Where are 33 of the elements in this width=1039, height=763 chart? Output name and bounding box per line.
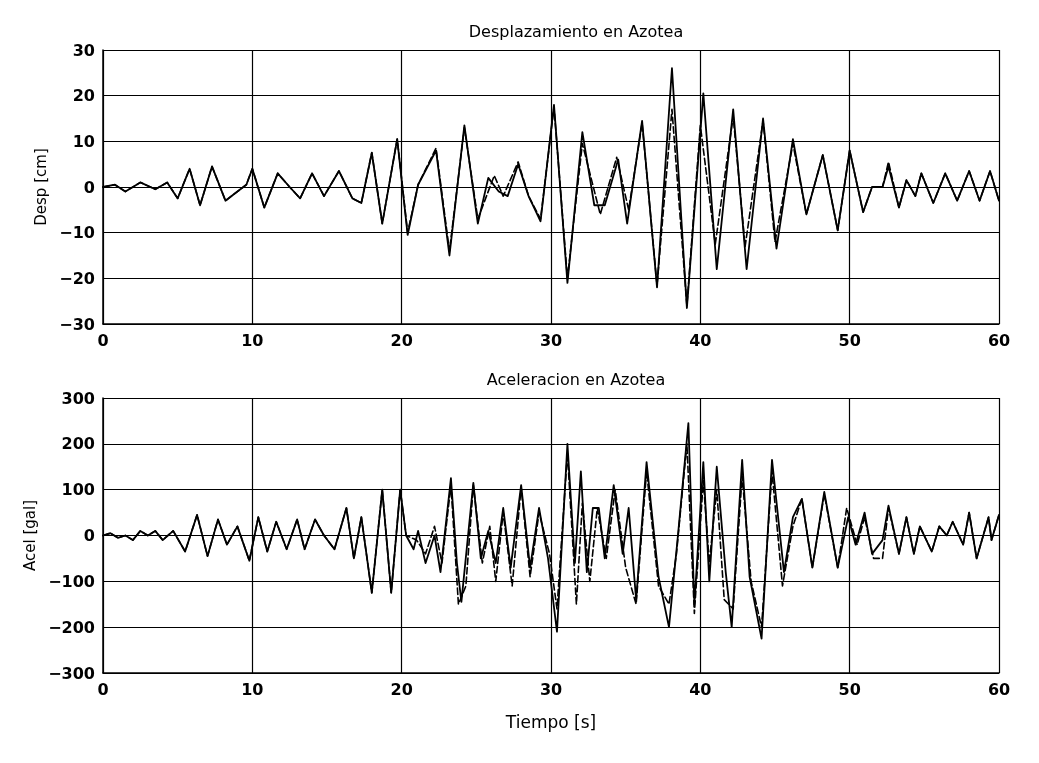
x-tick-label: 20 <box>390 330 413 350</box>
x-tick-label: 60 <box>987 679 1011 699</box>
x-tick-label: 50 <box>838 330 861 350</box>
chart-title: Desplazamiento en Azotea <box>468 21 684 41</box>
x-tick-label: 0 <box>97 330 109 350</box>
y-tick-label: −10 <box>59 223 95 243</box>
x-tick-label: 20 <box>390 679 413 699</box>
y-tick-label: −20 <box>59 268 95 288</box>
y-tick-label: 0 <box>83 177 95 197</box>
x-tick-label: 10 <box>241 679 264 699</box>
y-tick-label: −30 <box>59 314 95 334</box>
y-tick-label: 0 <box>83 526 95 545</box>
y-tick-label: 300 <box>61 388 95 408</box>
x-tick-label: 30 <box>539 679 563 699</box>
x-axis-title: Tiempo [s] <box>504 711 597 732</box>
y-axis-title: Desp [cm] <box>31 148 50 226</box>
y-tick-label: 100 <box>61 480 95 500</box>
x-tick-label: 40 <box>689 330 712 350</box>
y-tick-label: −200 <box>48 617 95 637</box>
x-tick-label: 50 <box>838 679 861 699</box>
y-tick-label: 30 <box>72 40 95 60</box>
x-tick-label: 40 <box>689 679 712 699</box>
x-tick-label: 0 <box>97 679 109 699</box>
x-tick-label: 30 <box>539 330 563 350</box>
y-tick-label: −100 <box>48 571 95 591</box>
y-tick-label: −300 <box>48 663 95 683</box>
y-tick-label: 10 <box>72 131 95 151</box>
chart-title: Aceleracion en Azotea <box>486 369 666 389</box>
x-tick-label: 10 <box>241 330 264 350</box>
y-tick-label: 200 <box>61 434 95 454</box>
y-axis-title: Acel [gal] <box>20 500 39 571</box>
y-tick-label: 20 <box>72 86 95 106</box>
x-tick-label: 60 <box>987 330 1011 350</box>
